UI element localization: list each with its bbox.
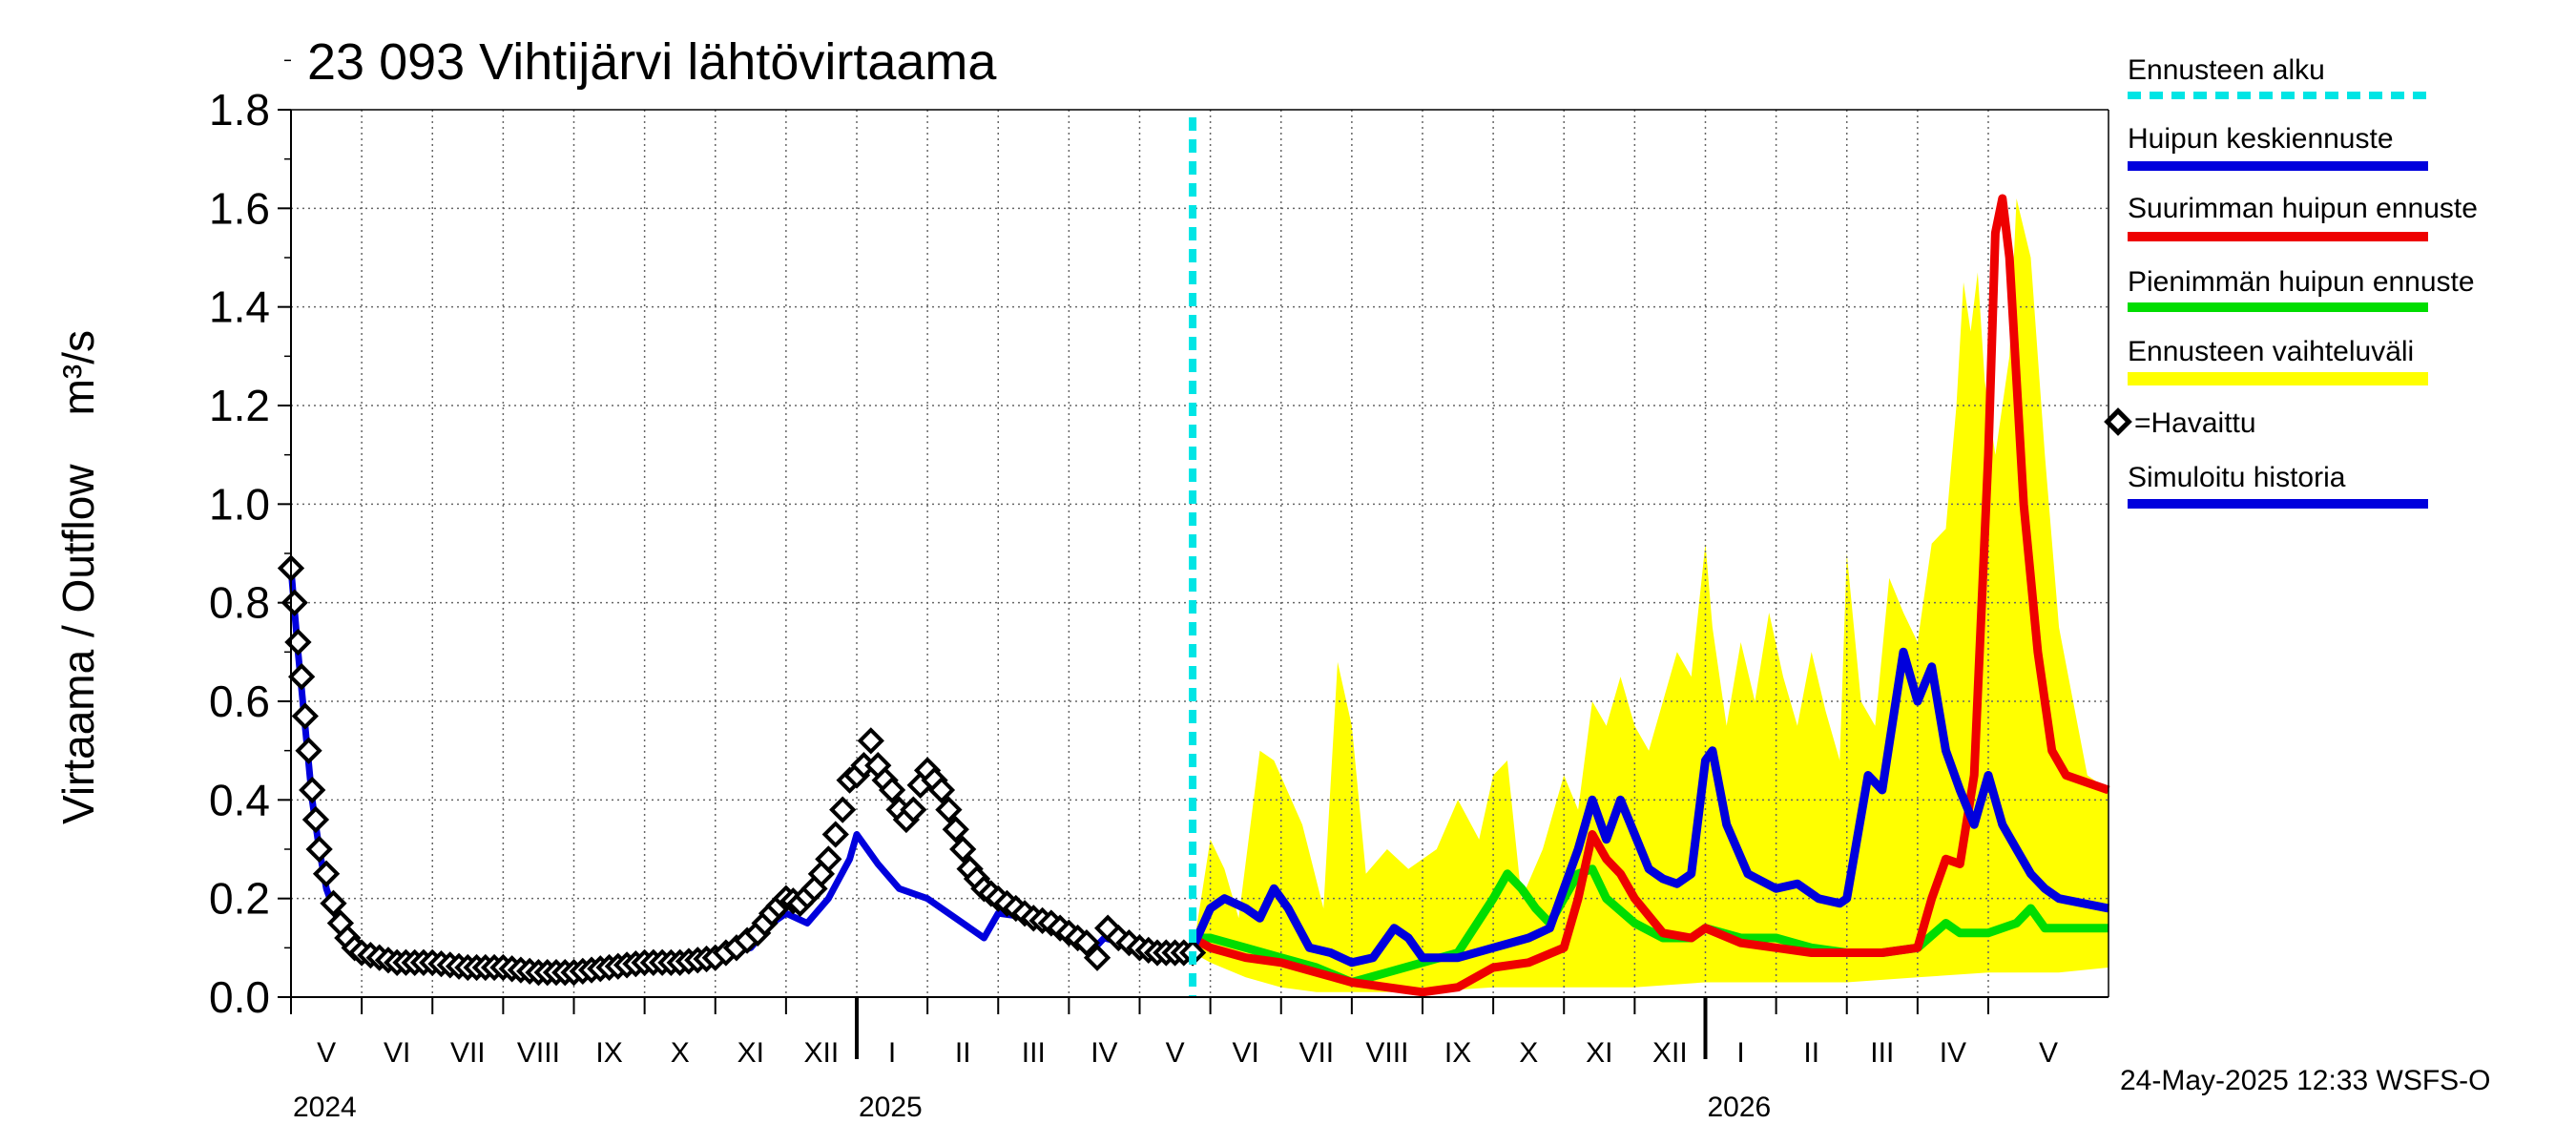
x-month-label: V	[1166, 1037, 1185, 1069]
y-tick-label: 1.0	[209, 479, 270, 529]
observed-marker	[1072, 929, 1101, 957]
observed-marker	[927, 776, 956, 804]
x-month-label: III	[1870, 1037, 1894, 1069]
observed-marker	[829, 796, 857, 823]
observed-marker	[850, 752, 878, 780]
x-month-label: I	[888, 1037, 896, 1069]
grid-lines	[291, 110, 2109, 997]
x-year-label: 2026	[1708, 1092, 1772, 1123]
observed-marker	[301, 805, 330, 834]
x-month-label: III	[1022, 1037, 1046, 1069]
observed-marker	[320, 889, 347, 917]
y-tick-label: 1.2	[209, 381, 270, 430]
y-tick-label: 0.2	[209, 874, 270, 924]
y-axis-label: Virtaama / Outflow m³/s	[53, 330, 103, 824]
observed-marker	[305, 835, 333, 864]
y-tick-label: 1.6	[209, 183, 270, 233]
observed-marker	[1083, 944, 1111, 971]
forecast-range-band	[1193, 198, 2109, 992]
observed-marker	[942, 816, 969, 843]
observed-marker	[878, 776, 906, 804]
observed-marker	[935, 796, 963, 823]
x-month-label: IX	[595, 1037, 622, 1069]
legend-label-simulated: Simuloitu historia	[2128, 462, 2346, 493]
x-year-label: 2024	[293, 1092, 357, 1123]
x-month-label: X	[1519, 1037, 1538, 1069]
y-tick-label: 0.4	[209, 775, 270, 824]
observed-marker	[312, 860, 341, 887]
y-tick-label: 1.4	[209, 282, 270, 332]
observed-marker	[821, 821, 849, 848]
x-month-label: V	[317, 1037, 336, 1069]
y-tick-label: 0.8	[209, 578, 270, 628]
y-tick-label: 1.8	[209, 85, 270, 135]
observed-marker	[287, 663, 316, 691]
legend-label-min-peak: Pienimmän huipun ennuste	[2128, 266, 2475, 298]
observed-marker	[295, 737, 322, 764]
x-month-label: XI	[737, 1037, 764, 1069]
mean-peak-forecast-line	[1188, 647, 2109, 968]
y-tick-label: 0.6	[209, 677, 270, 726]
x-month-label: VII	[1298, 1037, 1334, 1069]
x-month-label: I	[1736, 1037, 1744, 1069]
plot-axes	[278, 59, 2109, 1059]
legend-label-mean-peak: Huipun keskiennuste	[2128, 123, 2394, 155]
observed-marker	[900, 796, 927, 823]
observed-marker	[299, 776, 326, 804]
x-month-label: VIII	[517, 1037, 560, 1069]
observed-marker	[949, 835, 977, 864]
x-month-label: II	[955, 1037, 971, 1069]
y-tick-label: 0.0	[209, 972, 270, 1022]
observed-marker	[857, 727, 884, 755]
x-month-label: IV	[1940, 1037, 1966, 1069]
observed-marker	[291, 702, 319, 730]
x-month-label: II	[1803, 1037, 1819, 1069]
x-month-label: XII	[1652, 1037, 1688, 1069]
legend-label-max-peak: Suurimman huipun ennuste	[2128, 193, 2478, 224]
forecast-range-area	[1193, 198, 2109, 992]
x-month-label: V	[2039, 1037, 2058, 1069]
legend-label-observed: =Havaittu	[2134, 407, 2256, 439]
chart-title: 23 093 Vihtijärvi lähtövirtaama	[307, 33, 997, 91]
x-axis-labels: V VI VII VIII IX X XI XII I II III IV V VI VII VIII IX X X…	[293, 1037, 2058, 1123]
legend-marker-observed	[2104, 407, 2132, 436]
x-month-label: XII	[804, 1037, 840, 1069]
observed-markers	[277, 554, 1207, 987]
x-month-label: VI	[384, 1037, 410, 1069]
legend-label-range: Ennusteen vaihteluväli	[2128, 336, 2414, 367]
x-month-label: IX	[1444, 1037, 1471, 1069]
legend-label-forecast-start: Ennusteen alku	[2128, 54, 2325, 86]
max-peak-forecast-line	[1190, 194, 2110, 997]
x-year-label: 2025	[859, 1092, 923, 1123]
observed-marker	[815, 845, 842, 873]
x-month-label: XI	[1586, 1037, 1612, 1069]
x-month-label: VII	[450, 1037, 486, 1069]
legend: Ennusteen alku Huipun keskiennuste Suuri…	[2104, 54, 2478, 509]
y-tick-labels: 0.0 0.2 0.4 0.6 0.8 1.0 1.2 1.4 1.6 1.8	[209, 85, 270, 1022]
footer-timestamp: 24-May-2025 12:33 WSFS-O	[2120, 1065, 2491, 1096]
x-month-label: VIII	[1365, 1037, 1408, 1069]
x-month-label: X	[671, 1037, 690, 1069]
observed-marker	[284, 628, 312, 656]
x-month-label: IV	[1091, 1037, 1117, 1069]
x-month-label: VI	[1233, 1037, 1259, 1069]
min-peak-forecast-line	[1193, 864, 2109, 987]
observed-marker	[280, 589, 308, 616]
